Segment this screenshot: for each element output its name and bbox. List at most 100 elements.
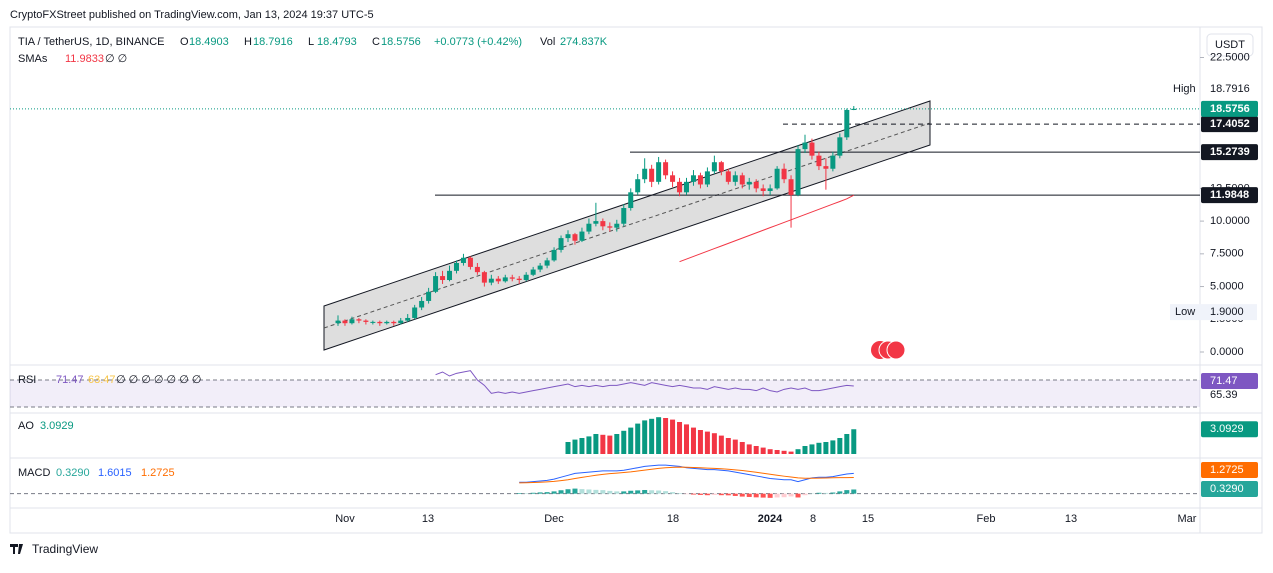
candle-body [642,169,647,179]
macd-bar [614,491,619,493]
currency[interactable]: USDT [1215,39,1245,51]
candle-body [775,169,780,189]
candle-body [384,322,389,323]
macd-bar [566,489,571,493]
y-tick-label: 10.0000 [1210,215,1250,227]
candle-body [342,321,347,324]
candle-body [475,267,480,272]
ao-bar [593,434,598,454]
ao-bar [586,436,591,454]
macd-bar [691,494,696,495]
candle-body [461,258,466,263]
candle-body [823,166,828,169]
sma-value: 11.9833 [65,53,104,65]
macd-bar [545,492,550,494]
ohlc-value: 18.4903 [189,36,229,48]
candle-body [851,109,856,110]
candle-body [830,156,835,169]
candle-body [663,162,668,175]
candle-body [796,149,801,195]
candle-body [412,307,417,317]
macd-bar [712,494,717,495]
candle-body [426,292,431,301]
candle-body [628,192,633,208]
candle-body [377,322,382,323]
ohlc-value: 18.4793 [317,36,357,48]
macd-bar [684,494,689,495]
macd-bar [740,494,745,497]
candle-body [370,322,375,323]
ao-bar [851,429,856,454]
candle-body [600,221,605,226]
candle-body [405,318,410,321]
macd-bar [677,493,682,494]
candle-body [349,319,354,323]
rsi-ma: 63.47 [88,374,116,386]
publisher: CryptoFXStreet published on TradingView.… [10,9,374,21]
sma-extra: ∅ ∅ [105,53,127,65]
event-icon[interactable] [887,341,905,359]
candle-body [356,319,361,320]
low-name: Low [1175,306,1195,318]
macd-bar [733,494,738,496]
last-price-label: 18.5756 [1210,103,1250,115]
ohlc-value: 18.5756 [381,36,421,48]
ao-value: 3.0929 [40,420,74,432]
ao-bar [614,434,619,454]
y-tick-label: 0.0000 [1210,346,1244,358]
candle-body [747,182,752,185]
ao-bar [823,442,828,454]
ao-bar [796,449,801,454]
macd-bar [552,491,557,493]
x-tick-label: 18 [667,513,679,525]
candle-body [593,221,598,224]
candle-body [489,279,494,283]
ao-bar [726,438,731,454]
ao-bar [607,436,612,454]
candle-body [545,260,550,265]
macd-bar [628,491,633,494]
macd-bar [586,489,591,493]
candle-body [517,279,522,280]
ao-bar [768,449,773,454]
candle-body [754,182,759,189]
macd-hist: 0.3290 [56,467,90,479]
vol-value: 274.837K [560,36,608,48]
x-tick-label: 8 [810,513,816,525]
x-tick-label: Feb [977,513,996,525]
ao-bar [816,443,821,454]
x-tick-label: 15 [862,513,874,525]
candle-body [398,321,403,324]
candle-body [363,321,368,322]
ohlc-label: C [372,36,380,48]
level-label: 11.9848 [1210,189,1249,201]
ao-bar [830,440,835,454]
candle-body [579,232,584,241]
candle-body [336,321,341,324]
candle-body [802,143,807,150]
macd-bar [649,490,654,493]
candle-body [635,179,640,192]
candle-body [524,275,529,280]
candle-body [809,143,814,156]
macd-bar [579,489,584,494]
symbol: TIA / TetherUS, 1D, BINANCE [18,36,165,48]
candle-body [538,266,543,270]
ao-tag-label: 3.0929 [1210,423,1244,435]
ao-bar [844,434,849,454]
candle-body [677,182,682,192]
macd-bar [844,490,849,494]
ao-bar [663,418,668,454]
ao-bar [670,420,675,454]
hist-tag-label: 0.3290 [1210,483,1244,495]
macd-bar [524,493,529,494]
ao-bar [782,451,787,454]
macd-bar [851,489,856,493]
macd-bar [572,489,577,494]
ao-bar [719,436,724,454]
candle-body [468,258,473,267]
candle-body [586,224,591,232]
candle-body [503,277,508,281]
macd-bar [719,494,724,496]
macd-bar [830,493,835,494]
